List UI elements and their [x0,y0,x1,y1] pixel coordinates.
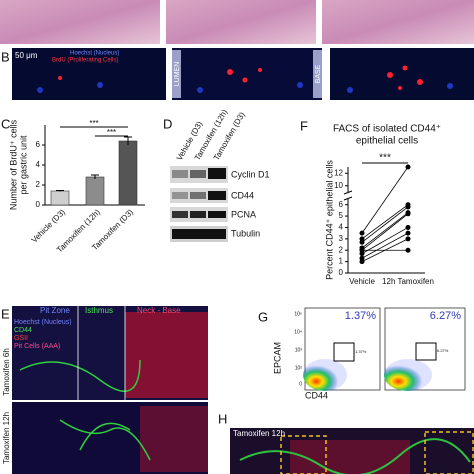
row-label: Cyclin D1 [231,169,270,179]
point [359,230,365,236]
column-label: Pit Zone [40,306,70,315]
legend-entry: Hoechst (Nucleus) [14,319,72,326]
pair-line [361,212,409,249]
panel-label: H [218,411,227,426]
tick-label: 0 [299,381,302,387]
pair-line [361,227,409,254]
y-axis-label: Number of BrdU⁺ cells [8,119,18,210]
percentage: 6.27% [430,310,461,322]
pair-line [361,204,409,240]
y-tick-label: 5 [339,211,344,220]
axis-label: CD44 [305,390,328,400]
y-tick-label: 6 [36,140,41,149]
point [359,239,365,245]
confocal-images [12,306,208,474]
y-tick-label: 0 [339,268,344,277]
error-bar [56,190,64,192]
y-tick-label: 4 [339,223,344,232]
legend-entry: GSII [14,335,28,342]
chart-title: FACS of isolated CD44⁺ [333,124,441,135]
point [359,247,365,253]
legend-entry: CD44 [14,327,32,334]
percentage: 1.37% [345,310,376,322]
pair-line [361,206,409,243]
axis-break [343,190,353,201]
pair-line [361,166,409,234]
legend-entry: Hoechst (Nucleus) [70,51,119,57]
h-image [230,428,474,474]
scale-label: 50 μm [15,51,38,60]
y-tick-label: 10 [334,181,343,190]
gate-label: 1.37% [355,349,367,354]
y-axis-label: per gastric unit [18,135,28,195]
point [405,224,411,230]
panel-label: F [300,118,308,133]
bar [118,140,138,206]
row-label: Tubulin [231,228,260,238]
bar [50,190,70,206]
y-tick-label: 2 [339,245,344,254]
column-label: Isthmus [85,306,113,315]
tick-label: 10³ [295,347,303,353]
axis-label: EPCAM [272,342,282,374]
lumen-label: LUMEN [174,62,181,87]
legend-entry: BrdU (Proliferating Cells) [52,58,118,64]
point [359,251,365,257]
tick-label: 10⁴ [294,329,302,335]
chart-title: epithelial cells [356,136,418,147]
annotation: *** [379,153,391,164]
point [359,259,365,265]
y-axis-label: Percent CD44⁺ epithelial cells [324,160,334,280]
y-tick-label: 4 [36,160,41,169]
gate-label: 6.27% [437,348,449,353]
x-tick-label: 12h Tamoxifen [382,277,434,286]
point [405,204,411,210]
y-tick-label: 12 [334,168,343,177]
flow-plots [303,307,466,391]
panel-label: G [258,309,268,324]
tick-label: 10² [295,365,303,371]
panel-label: C [1,116,10,131]
annotation: *** [107,128,116,137]
annotation: *** [89,119,98,128]
point [405,230,411,236]
point [359,255,365,261]
point [405,211,411,217]
y-tick-label: 1 [339,257,344,266]
point [405,236,411,242]
point [359,236,365,242]
panel-label: D [163,116,172,131]
row-label: CD44 [231,190,254,200]
row-label: PCNA [231,209,256,219]
y-tick-label: 3 [339,234,344,243]
row-label: Tamoxifen 12h [2,412,11,464]
error-bar [91,174,99,179]
legend-entry: Pit Cells (AAA) [14,343,60,350]
base-label: BASE [315,64,322,83]
y-tick-label: 6 [339,200,344,209]
he-images [0,0,474,44]
point [405,247,411,253]
error-bar [124,136,132,145]
row-label: Tamoxifen 6h [2,348,11,396]
pair-line [361,213,409,251]
pair-line [361,232,409,259]
label-box [172,50,181,98]
x-tick-label: Vehicle (D3) [30,207,67,244]
brdu-images [12,48,474,100]
western-blot [170,166,228,242]
panel-label: B [1,49,10,64]
tick-label: 10⁵ [294,311,302,317]
panel-label: E [1,306,10,321]
point [405,164,411,170]
bar [85,176,105,206]
label-box [313,50,322,98]
image-label: Tamoxifen 12h [233,429,285,438]
y-tick-label: 0 [36,200,41,209]
y-tick-label: 2 [36,180,41,189]
column-label: Neck - Base [137,306,181,315]
x-tick-label: Vehicle [349,277,375,286]
